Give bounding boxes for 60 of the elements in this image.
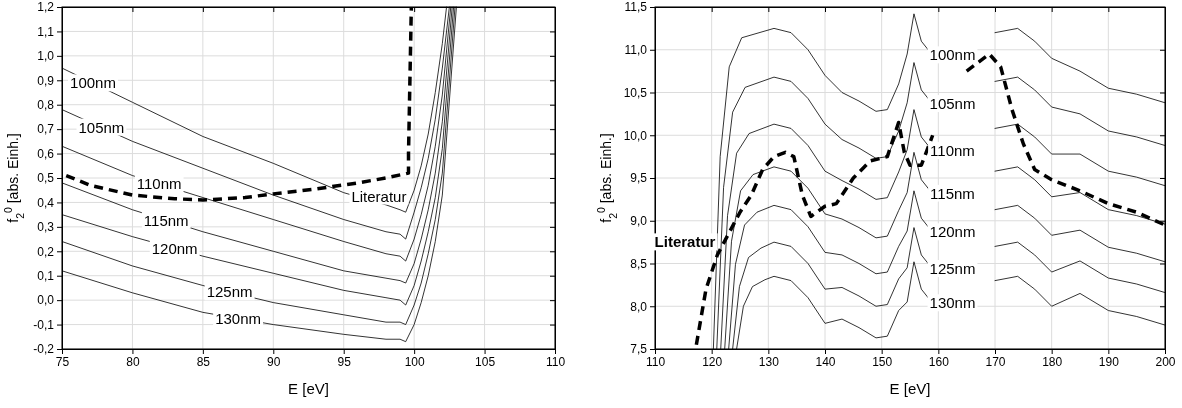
x-tick-label: 150 bbox=[872, 354, 893, 369]
y-tick-label: 0,3 bbox=[37, 220, 55, 235]
series-label: Literatur bbox=[351, 187, 407, 205]
series-label: 130nm bbox=[215, 309, 262, 327]
series-label: 100nm bbox=[929, 46, 976, 64]
x-tick-label: 200 bbox=[1155, 354, 1176, 369]
series-label: 110nm bbox=[930, 142, 975, 160]
y-tick-label: 0,2 bbox=[37, 244, 55, 259]
series-label: 125nm bbox=[929, 260, 976, 278]
y-tick-label: 0,7 bbox=[37, 122, 55, 137]
series-label: 115nm bbox=[930, 184, 975, 202]
y-tick-label: 0,6 bbox=[37, 146, 55, 161]
y-tick-label: 10,0 bbox=[623, 128, 648, 143]
series-label: Literatur bbox=[654, 233, 716, 251]
y-tick-label: 9,5 bbox=[630, 171, 648, 186]
y-tick-label: 0,9 bbox=[37, 73, 55, 88]
x-tick-label: 160 bbox=[928, 354, 950, 369]
y-tick-label: 1,2 bbox=[37, 0, 55, 15]
y-tick-label: 11,0 bbox=[624, 43, 648, 58]
y-tick-label: 10,5 bbox=[623, 85, 648, 100]
x-tick-label: 180 bbox=[1042, 354, 1063, 369]
series-label: 130nm bbox=[929, 294, 976, 312]
y-tick-label: -0,2 bbox=[33, 342, 55, 357]
x-tick-label: 85 bbox=[196, 354, 211, 369]
y-tick-label: 1,1 bbox=[37, 24, 55, 39]
x-axis-title: E [eV] bbox=[288, 380, 329, 397]
x-tick-label: 105 bbox=[475, 354, 496, 369]
y-tick-label: 0,0 bbox=[37, 293, 55, 308]
series-label: 120nm bbox=[151, 239, 198, 257]
series-label: 110nm bbox=[136, 175, 182, 193]
y-tick-label: 0,1 bbox=[37, 269, 55, 284]
y-tick-label: 1,0 bbox=[37, 49, 55, 64]
x-tick-label: 140 bbox=[815, 354, 836, 369]
series-label: 120nm bbox=[929, 223, 976, 241]
series-label: 105nm bbox=[78, 118, 125, 136]
x-tick-label: 130 bbox=[758, 354, 780, 369]
y-tick-label: 0,8 bbox=[37, 98, 55, 113]
x-tick-label: 90 bbox=[267, 354, 281, 369]
y-tick-label: 7,5 bbox=[630, 342, 648, 357]
series-label: 105nm bbox=[929, 95, 976, 113]
x-tick-label: 100 bbox=[404, 354, 425, 369]
y-tick-label: 11,5 bbox=[624, 0, 648, 15]
x-tick-label: 190 bbox=[1098, 354, 1120, 369]
x-axis-title: E [eV] bbox=[889, 380, 931, 397]
x-tick-label: 170 bbox=[985, 354, 1006, 369]
series-label: 100nm bbox=[70, 74, 116, 92]
series-label: 115nm bbox=[143, 211, 189, 229]
x-tick-label: 120 bbox=[702, 354, 723, 369]
y-tick-label: 0,4 bbox=[37, 195, 55, 210]
y-tick-label: 9,0 bbox=[630, 214, 648, 229]
x-tick-label: 75 bbox=[55, 354, 70, 369]
y-tick-label: 8,0 bbox=[630, 299, 648, 314]
x-tick-label: 110 bbox=[645, 354, 666, 369]
y-tick-label: 0,5 bbox=[37, 171, 55, 186]
series-label: 125nm bbox=[206, 283, 253, 301]
y-tick-label: -0,1 bbox=[33, 317, 55, 332]
x-tick-label: 80 bbox=[126, 354, 140, 369]
x-tick-label: 110 bbox=[545, 354, 566, 369]
y-tick-label: 8,5 bbox=[630, 256, 648, 271]
x-tick-label: 95 bbox=[337, 354, 352, 369]
